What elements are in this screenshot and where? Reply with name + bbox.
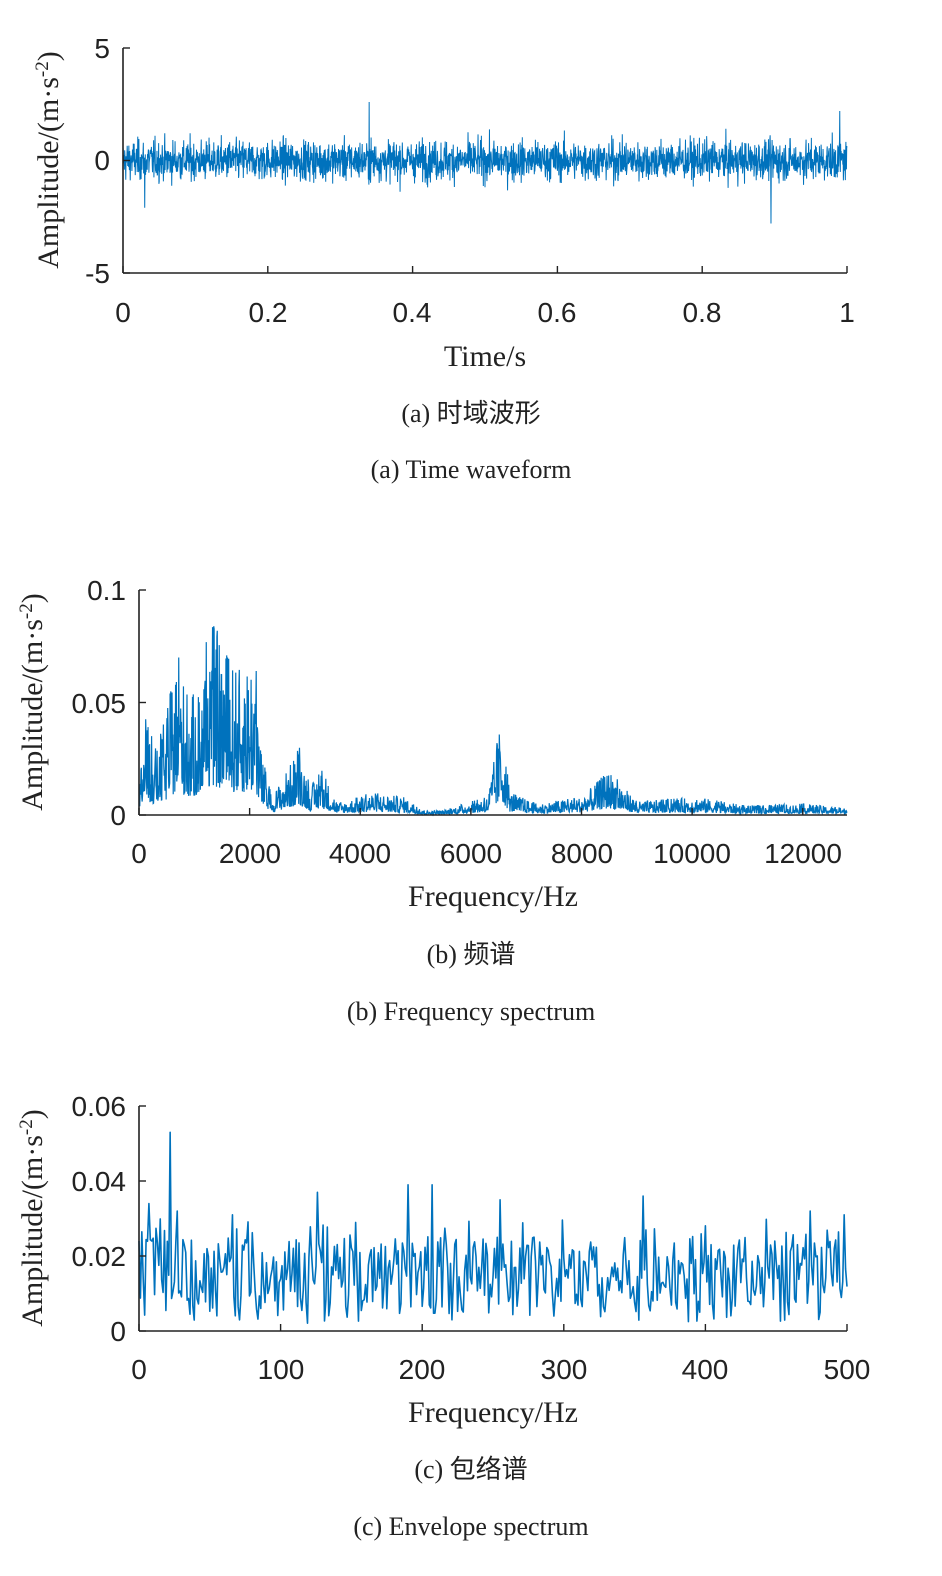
- x-tick-label: 0.8: [683, 297, 722, 328]
- x-tick-label: 8000: [551, 838, 613, 869]
- panel-time-waveform: 5 0 -5 0 0.2 0.4 0.6 0.8 1 Time/s Amplit…: [32, 33, 855, 484]
- y-axis-title-close: ): [32, 51, 65, 61]
- x-tick-label: 0.2: [249, 297, 288, 328]
- x-tick-label: 0: [131, 838, 147, 869]
- caption-en-b: (b) Frequency spectrum: [347, 997, 595, 1026]
- x-tick-label: 500: [824, 1354, 871, 1385]
- x-axis-title: Frequency/Hz: [408, 880, 578, 913]
- x-tick-label: 100: [258, 1354, 305, 1385]
- y-tick-label: 0: [110, 800, 126, 831]
- y-tick-label: 0.1: [87, 575, 126, 606]
- x-axis-title: Time/s: [444, 340, 526, 373]
- panel-envelope-spectrum: 0.06 0.04 0.02 0 0 100 200 300 400 500 F…: [16, 1091, 870, 1541]
- tick-marks-a: [122, 47, 848, 274]
- x-tick-label: 10000: [653, 838, 731, 869]
- caption-cn-b: (b) 频谱: [427, 940, 516, 969]
- y-tick-label: 0: [110, 1316, 126, 1347]
- caption-en-a: (a) Time waveform: [371, 455, 572, 484]
- x-tick-label: 0: [115, 297, 131, 328]
- x-tick-label: 0: [131, 1354, 147, 1385]
- y-axis-title-main: Amplitude/(m·s: [16, 1135, 49, 1327]
- y-axis-title-close: ): [16, 1109, 49, 1119]
- y-axis-title-main: Amplitude/(m·s: [16, 619, 49, 811]
- y-axis-title: Amplitude/(m·s-2): [16, 593, 49, 810]
- y-axis-title-close: ): [16, 593, 49, 603]
- y-tick-label: -5: [85, 258, 110, 289]
- caption-en-c: (c) Envelope spectrum: [353, 1512, 588, 1541]
- y-axis-title: Amplitude/(m·s-2): [32, 51, 65, 268]
- caption-cn-c: (c) 包络谱: [414, 1455, 527, 1484]
- x-tick-label: 300: [541, 1354, 588, 1385]
- plot-area-a: [122, 101, 848, 224]
- x-tick-label: 12000: [764, 838, 842, 869]
- caption-cn-a: (a) 时域波形: [401, 399, 540, 428]
- plot-area-c: [138, 1131, 848, 1324]
- tick-marks-c: [138, 1105, 848, 1332]
- tick-marks-b: [138, 589, 804, 816]
- x-tick-label: 0.6: [538, 297, 577, 328]
- x-tick-label: 4000: [329, 838, 391, 869]
- x-tick-label: 6000: [440, 838, 502, 869]
- envelope-spectrum-series: [138, 1131, 848, 1324]
- y-axis-title-superscript: -2: [16, 603, 37, 619]
- panel-frequency-spectrum: 0.1 0.05 0 0 2000 4000 6000 8000 10000 1…: [16, 575, 848, 1026]
- frequency-spectrum-series: [138, 626, 848, 817]
- y-tick-label: 0.02: [72, 1241, 127, 1272]
- y-axis-title-main: Amplitude/(m·s: [32, 77, 65, 269]
- x-tick-label: 0.4: [393, 297, 432, 328]
- y-tick-label: 0.04: [72, 1166, 127, 1197]
- x-tick-label: 2000: [219, 838, 281, 869]
- time-waveform-series: [122, 101, 848, 224]
- plot-area-b: [138, 626, 848, 817]
- x-tick-label: 200: [399, 1354, 446, 1385]
- x-tick-label: 1: [839, 297, 855, 328]
- y-tick-label: 0: [94, 145, 110, 176]
- y-axis-title: Amplitude/(m·s-2): [16, 1109, 49, 1326]
- y-axis-title-superscript: -2: [16, 1119, 37, 1135]
- y-tick-label: 5: [94, 33, 110, 64]
- y-tick-label: 0.06: [72, 1091, 127, 1122]
- y-axis-title-superscript: -2: [32, 61, 53, 77]
- y-tick-label: 0.05: [72, 688, 127, 719]
- x-tick-label: 400: [682, 1354, 729, 1385]
- x-axis-title: Frequency/Hz: [408, 1396, 578, 1429]
